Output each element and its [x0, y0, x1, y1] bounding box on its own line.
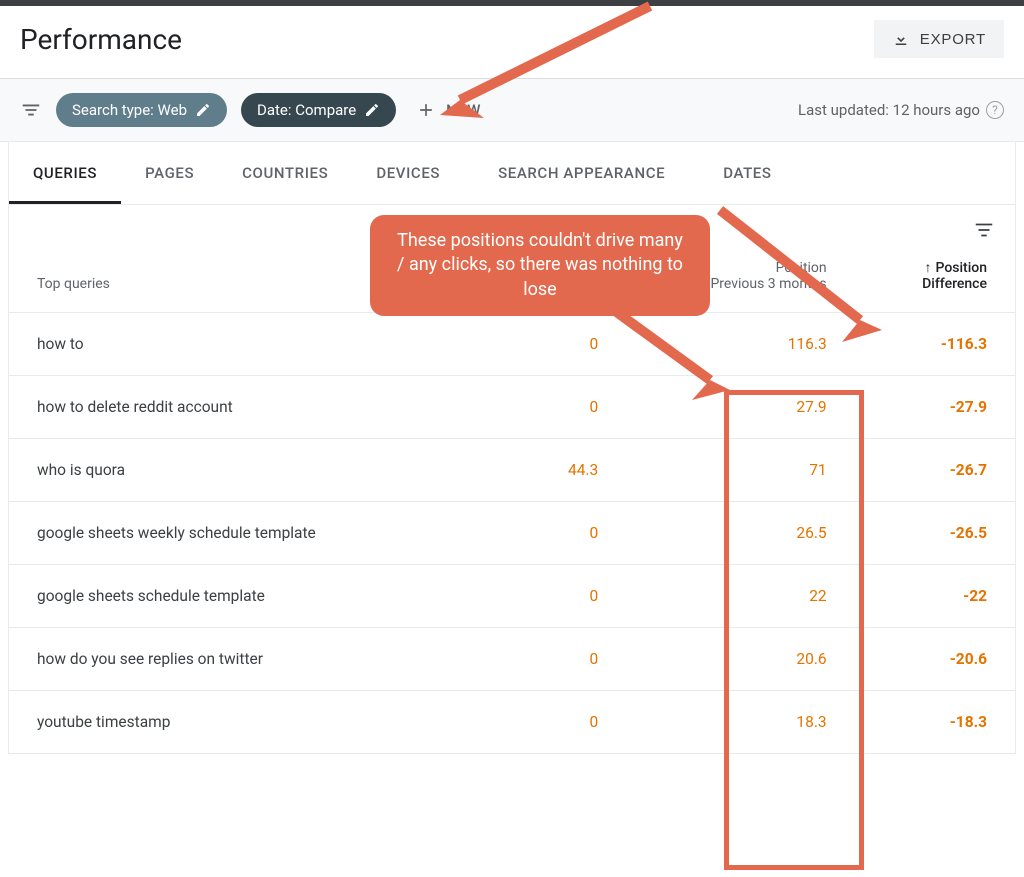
cell-position-diff: -22 [855, 565, 1015, 628]
page-title: Performance [20, 23, 182, 56]
cell-position-prev: 26.5 [626, 502, 854, 565]
tabs: QUERIES PAGES COUNTRIES DEVICES SEARCH A… [9, 142, 1015, 205]
tab-dates[interactable]: DATES [699, 142, 795, 204]
export-label: EXPORT [920, 31, 986, 48]
table-controls [9, 205, 1015, 247]
table-row[interactable]: how to0116.3-116.3 [9, 313, 1015, 376]
pencil-icon [195, 102, 211, 118]
table-row[interactable]: who is quora44.371-26.7 [9, 439, 1015, 502]
table-row[interactable]: youtube timestamp018.3-18.3 [9, 691, 1015, 754]
col-position-prev[interactable]: Position Previous 3 months [626, 247, 854, 313]
table-row[interactable]: how to delete reddit account027.9-27.9 [9, 376, 1015, 439]
pencil-icon [364, 102, 380, 118]
table-row[interactable]: google sheets weekly schedule template02… [9, 502, 1015, 565]
tab-pages[interactable]: PAGES [121, 142, 218, 204]
filter-icon[interactable] [20, 99, 42, 121]
cell-position-prev: 22 [626, 565, 854, 628]
cell-position-last: 0 [433, 313, 626, 376]
export-button[interactable]: EXPORT [874, 20, 1004, 58]
cell-position-prev: 18.3 [626, 691, 854, 754]
plus-icon [416, 100, 436, 120]
download-icon [892, 30, 910, 48]
col-position-last[interactable]: Position Last 3 months [433, 247, 626, 313]
cell-position-diff: -20.6 [855, 628, 1015, 691]
cell-position-last: 0 [433, 376, 626, 439]
last-updated: Last updated: 12 hours ago ? [798, 101, 1004, 119]
cell-query: how to delete reddit account [9, 376, 433, 439]
cell-position-prev: 71 [626, 439, 854, 502]
filter-bar: Search type: Web Date: Compare NEW Last … [0, 79, 1024, 142]
table-row[interactable]: how do you see replies on twitter020.6-2… [9, 628, 1015, 691]
chip-date-label: Date: Compare [257, 101, 356, 119]
chip-date[interactable]: Date: Compare [241, 93, 396, 127]
cell-position-diff: -26.5 [855, 502, 1015, 565]
tab-queries[interactable]: QUERIES [9, 142, 121, 204]
page-header: Performance EXPORT [0, 6, 1024, 79]
table-filter-icon[interactable] [973, 219, 995, 241]
cell-position-last: 0 [433, 691, 626, 754]
cell-position-last: 0 [433, 628, 626, 691]
page-root: Performance EXPORT Search type: Web Date… [0, 0, 1024, 754]
cell-position-diff: -18.3 [855, 691, 1015, 754]
col-query[interactable]: Top queries [9, 247, 433, 313]
cell-query: google sheets weekly schedule template [9, 502, 433, 565]
last-updated-text: Last updated: 12 hours ago [798, 101, 980, 119]
queries-table: Top queries Position Last 3 months Posit… [9, 247, 1015, 753]
col-position-diff[interactable]: ↑Position Difference [855, 247, 1015, 313]
chip-search-type-label: Search type: Web [72, 101, 187, 119]
cell-position-prev: 27.9 [626, 376, 854, 439]
tab-search-appearance[interactable]: SEARCH APPEARANCE [464, 142, 699, 204]
table-row[interactable]: google sheets schedule template022-22 [9, 565, 1015, 628]
cell-position-diff: -27.9 [855, 376, 1015, 439]
cell-query: how to [9, 313, 433, 376]
add-filter-label: NEW [446, 101, 481, 119]
tab-devices[interactable]: DEVICES [352, 142, 464, 204]
add-filter-button[interactable]: NEW [416, 100, 481, 120]
content-card: QUERIES PAGES COUNTRIES DEVICES SEARCH A… [8, 142, 1016, 754]
cell-query: google sheets schedule template [9, 565, 433, 628]
cell-position-diff: -26.7 [855, 439, 1015, 502]
chip-search-type[interactable]: Search type: Web [56, 93, 227, 127]
tab-countries[interactable]: COUNTRIES [218, 142, 352, 204]
help-icon[interactable]: ? [986, 101, 1004, 119]
sort-arrow-icon: ↑ [924, 259, 931, 276]
cell-position-last: 44.3 [433, 439, 626, 502]
cell-position-prev: 20.6 [626, 628, 854, 691]
cell-query: youtube timestamp [9, 691, 433, 754]
cell-position-last: 0 [433, 502, 626, 565]
cell-position-diff: -116.3 [855, 313, 1015, 376]
cell-query: who is quora [9, 439, 433, 502]
cell-position-prev: 116.3 [626, 313, 854, 376]
cell-position-last: 0 [433, 565, 626, 628]
cell-query: how do you see replies on twitter [9, 628, 433, 691]
